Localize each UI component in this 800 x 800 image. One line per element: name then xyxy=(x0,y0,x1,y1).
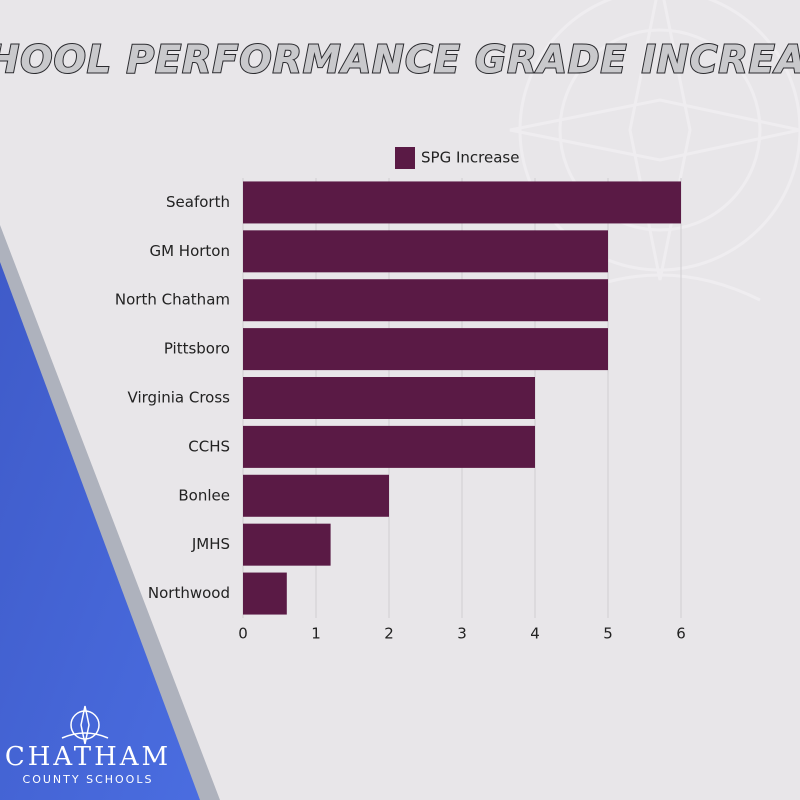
bar xyxy=(243,181,681,224)
x-tick-label: 3 xyxy=(457,625,467,643)
y-tick-label: JMHS xyxy=(191,535,230,553)
compass-watermark xyxy=(509,0,800,302)
x-tick-label: 0 xyxy=(238,625,248,643)
chart-title: SCHOOL PERFORMANCE GRADE INCREASES xyxy=(0,38,800,82)
x-tick-label: 1 xyxy=(311,625,321,643)
y-tick-label: GM Horton xyxy=(149,242,230,260)
logo-name: CHATHAM xyxy=(5,742,171,772)
x-tick-label: 4 xyxy=(530,625,540,643)
y-tick-label: North Chatham xyxy=(115,291,230,309)
y-tick-label: Bonlee xyxy=(178,486,230,504)
y-tick-label: Virginia Cross xyxy=(128,389,231,407)
bar xyxy=(243,377,535,419)
logo-icon xyxy=(61,705,109,745)
x-tick-label: 6 xyxy=(676,625,686,643)
bar xyxy=(243,425,535,468)
legend-label: SPG Increase xyxy=(421,149,519,167)
bar xyxy=(243,230,608,273)
bar xyxy=(243,328,608,371)
bar xyxy=(243,474,389,517)
bar xyxy=(243,279,608,322)
bar xyxy=(243,523,331,566)
legend-swatch xyxy=(395,147,415,169)
x-tick-label: 5 xyxy=(603,625,613,643)
y-tick-label: Northwood xyxy=(148,584,230,602)
y-tick-label: Pittsboro xyxy=(164,340,230,358)
y-tick-label: CCHS xyxy=(188,437,230,455)
plot: 0 1 2 3 4 5 6 SPG Increase Seaforth GM Horton Nort… xyxy=(115,147,686,643)
bar xyxy=(243,572,287,615)
logo-subtitle: COUNTY SCHOOLS xyxy=(23,773,154,786)
blue-corner xyxy=(0,262,200,800)
x-tick-label: 2 xyxy=(384,625,394,643)
y-tick-label: Seaforth xyxy=(166,193,230,211)
